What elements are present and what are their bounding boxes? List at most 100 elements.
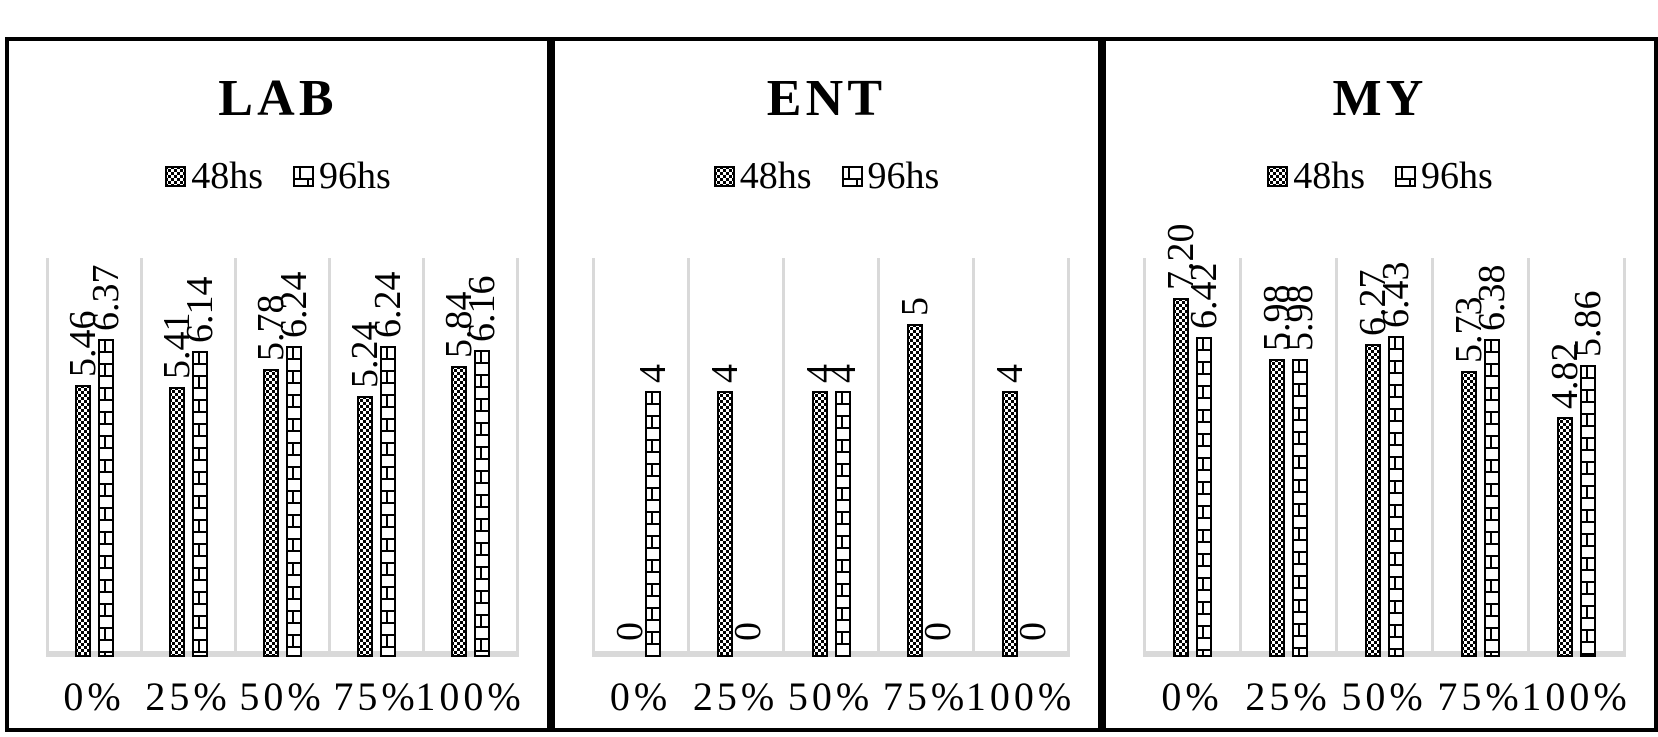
- gridline: [1066, 258, 1070, 657]
- x-tick-label-lab-75%: 75%: [333, 674, 419, 719]
- x-tick-label-lab-50%: 50%: [239, 674, 325, 719]
- gridline: [233, 258, 237, 657]
- legend-swatch-96hs-brick-icon: [293, 165, 314, 187]
- bar-lab-75%-48hs: [357, 396, 373, 657]
- chart-panel-inner-lab: LAB 48hs 96hs 5.46 6.37 0% 5.41 6.14 25% 5.78 6.24…: [9, 41, 547, 728]
- bar-value-label-ent-100%-48hs: 4: [988, 364, 1031, 383]
- legend-lab: 48hs 96hs: [9, 157, 547, 195]
- x-tick-label-my-75%: 75%: [1437, 674, 1523, 719]
- gridline: [1334, 258, 1338, 657]
- bar-lab-0%-96hs: [98, 339, 114, 657]
- legend-label-96hs: 96hs: [1421, 155, 1493, 197]
- legend-item-96hs: 96hs: [293, 157, 391, 195]
- bar-my-0%-48hs: [1173, 298, 1189, 657]
- bar-lab-100%-96hs: [474, 350, 490, 657]
- legend-swatch-48hs-checker-icon: [713, 165, 735, 187]
- legend-my: 48hs 96hs: [1106, 157, 1654, 195]
- bar-lab-0%-48hs: [75, 385, 91, 657]
- x-tick-label-my-25%: 25%: [1245, 674, 1331, 719]
- x-tick-label-ent-75%: 75%: [882, 674, 969, 719]
- legend-ent: 48hs 96hs: [555, 157, 1098, 195]
- bar-value-label-lab-75%-96hs: 6.24: [367, 271, 409, 339]
- bar-my-25%-96hs: [1292, 359, 1308, 657]
- x-tick-label-lab-100%: 100%: [415, 674, 525, 719]
- bar-lab-50%-48hs: [263, 369, 279, 657]
- legend-label-96hs: 96hs: [319, 155, 391, 197]
- bar-lab-25%-48hs: [169, 387, 185, 657]
- x-tick-label-ent-0%: 0%: [609, 674, 672, 719]
- bar-lab-75%-96hs: [380, 346, 396, 657]
- bar-value-label-my-25%-96hs: 5.98: [1279, 284, 1321, 352]
- x-tick-label-my-0%: 0%: [1161, 674, 1223, 719]
- bar-lab-50%-96hs: [286, 346, 302, 657]
- bar-value-label-lab-100%-96hs: 6.16: [461, 275, 503, 343]
- legend-item-48hs: 48hs: [1267, 157, 1365, 195]
- bar-value-label-ent-50%-96hs: 4: [821, 364, 864, 383]
- bar-my-50%-96hs: [1388, 336, 1404, 657]
- bar-lab-100%-48hs: [451, 366, 467, 657]
- legend-swatch-96hs-brick-icon: [1395, 165, 1416, 187]
- chart-title-lab: LAB: [218, 70, 338, 127]
- legend-item-96hs: 96hs: [841, 155, 940, 197]
- gridline: [1238, 258, 1242, 657]
- bar-value-label-lab-0%-96hs: 6.37: [85, 264, 127, 332]
- bar-ent-50%-48hs: [811, 391, 828, 657]
- gridline: [139, 258, 143, 657]
- bar-value-label-ent-75%-96hs: 0: [916, 622, 959, 641]
- gridline: [1622, 258, 1626, 657]
- gridline: [686, 258, 690, 657]
- bar-my-75%-96hs: [1484, 339, 1500, 657]
- gridline: [515, 258, 519, 657]
- bar-ent-0%-96hs: [644, 391, 661, 657]
- bar-value-label-ent-25%-48hs: 4: [703, 364, 746, 383]
- legend-label-96hs: 96hs: [867, 155, 940, 197]
- x-tick-label-lab-25%: 25%: [145, 674, 231, 719]
- bar-value-label-ent-0%-48hs: 0: [608, 622, 651, 641]
- bar-value-label-my-0%-96hs: 6.42: [1183, 262, 1225, 330]
- chart-title-ent: ENT: [766, 70, 887, 127]
- bar-value-label-lab-50%-96hs: 6.24: [273, 271, 315, 339]
- x-tick-label-my-100%: 100%: [1521, 674, 1631, 719]
- chart-panel-inner-ent: ENT 48hs 96hs 0 4 0% 4 0 25% 4 4 50% 5 0 75% 4 0 100%: [555, 41, 1098, 728]
- gridline: [45, 258, 49, 657]
- gridline: [421, 258, 425, 657]
- x-tick-label-ent-100%: 100%: [965, 674, 1076, 719]
- x-tick-label-lab-0%: 0%: [63, 674, 125, 719]
- x-axis-line: [47, 651, 517, 657]
- legend-label-48hs: 48hs: [1293, 155, 1365, 197]
- gridline: [1430, 258, 1434, 657]
- bar-ent-25%-48hs: [716, 391, 733, 657]
- bar-my-0%-96hs: [1196, 337, 1212, 657]
- gridline: [971, 258, 975, 657]
- x-axis-line: [1144, 651, 1624, 657]
- legend-swatch-96hs-brick-icon: [841, 165, 863, 187]
- legend-swatch-48hs-checker-icon: [165, 165, 187, 187]
- chart-panel-my: MY 48hs 96hs 7.20 6.42 0% 5.98 5.98 25% 6.27 6.43 5…: [1102, 37, 1658, 732]
- chart-title-my: MY: [1332, 70, 1428, 127]
- gridline: [1142, 258, 1146, 657]
- chart-panel-ent: ENT 48hs 96hs 0 4 0% 4 0 25% 4 4 50% 5 0 75% 4 0 100%: [551, 37, 1102, 732]
- x-axis-line: [593, 651, 1068, 657]
- legend-item-96hs: 96hs: [1395, 157, 1493, 195]
- legend-item-48hs: 48hs: [713, 157, 812, 195]
- bar-ent-50%-96hs: [834, 391, 851, 657]
- gridline: [781, 258, 785, 657]
- bar-my-75%-48hs: [1461, 371, 1477, 657]
- legend-swatch-48hs-checker-icon: [1267, 165, 1289, 187]
- bar-value-label-my-50%-96hs: 6.43: [1375, 261, 1417, 329]
- bar-value-label-ent-75%-48hs: 5: [893, 297, 936, 316]
- gridline: [1526, 258, 1530, 657]
- bar-value-label-ent-25%-96hs: 0: [726, 622, 769, 641]
- gridline: [327, 258, 331, 657]
- bar-my-50%-48hs: [1365, 344, 1381, 657]
- chart-panel-lab: LAB 48hs 96hs 5.46 6.37 0% 5.41 6.14 25% 5.78 6.24…: [5, 37, 551, 732]
- chart-panel-inner-my: MY 48hs 96hs 7.20 6.42 0% 5.98 5.98 25% 6.27 6.43 5…: [1106, 41, 1654, 728]
- bar-ent-75%-48hs: [906, 324, 923, 657]
- x-tick-label-my-50%: 50%: [1341, 674, 1427, 719]
- bar-my-100%-48hs: [1557, 417, 1573, 657]
- legend-label-48hs: 48hs: [191, 155, 263, 197]
- bar-my-25%-48hs: [1269, 359, 1285, 657]
- x-tick-label-ent-50%: 50%: [787, 674, 874, 719]
- bar-value-label-ent-100%-96hs: 0: [1011, 622, 1054, 641]
- bar-value-label-ent-0%-96hs: 4: [631, 364, 674, 383]
